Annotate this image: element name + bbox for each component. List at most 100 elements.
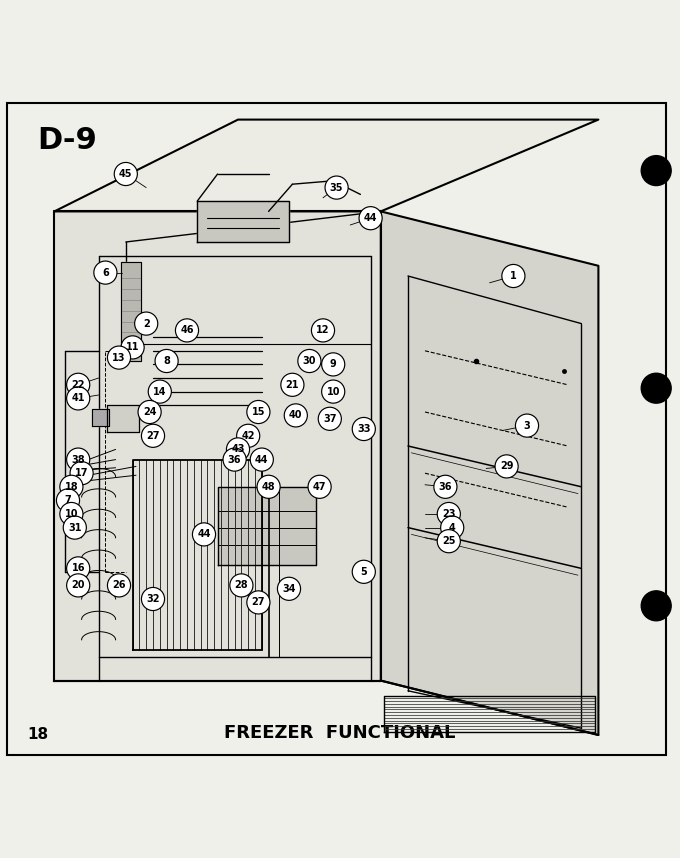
Circle shape <box>322 380 345 403</box>
Text: 2: 2 <box>143 318 150 329</box>
Text: 1: 1 <box>510 271 517 281</box>
Text: 26: 26 <box>112 580 126 590</box>
Text: 6: 6 <box>102 268 109 278</box>
Text: 47: 47 <box>313 482 326 492</box>
Text: 10: 10 <box>326 387 340 396</box>
Circle shape <box>114 162 137 185</box>
Text: 11: 11 <box>126 342 139 353</box>
Text: 33: 33 <box>357 424 371 434</box>
Text: 24: 24 <box>143 407 156 417</box>
Circle shape <box>284 404 307 427</box>
Circle shape <box>281 373 304 396</box>
Text: 30: 30 <box>303 356 316 366</box>
Polygon shape <box>54 119 598 211</box>
Text: 44: 44 <box>255 455 269 464</box>
Circle shape <box>226 438 250 461</box>
Text: 46: 46 <box>180 325 194 335</box>
Circle shape <box>60 503 83 526</box>
Polygon shape <box>218 486 316 565</box>
Text: 15: 15 <box>252 407 265 417</box>
Text: 12: 12 <box>316 325 330 335</box>
Text: 20: 20 <box>71 580 85 590</box>
Text: 44: 44 <box>364 213 377 223</box>
Text: 3: 3 <box>524 420 530 431</box>
Circle shape <box>247 401 270 424</box>
Text: 27: 27 <box>252 597 265 607</box>
Text: 41: 41 <box>71 394 85 403</box>
Text: 10: 10 <box>65 509 78 519</box>
Circle shape <box>141 588 165 611</box>
Circle shape <box>192 523 216 546</box>
Circle shape <box>352 560 375 583</box>
Circle shape <box>107 346 131 369</box>
Text: 36: 36 <box>439 482 452 492</box>
Circle shape <box>247 591 270 614</box>
Circle shape <box>495 455 518 478</box>
Text: 45: 45 <box>119 169 133 179</box>
Polygon shape <box>107 405 139 432</box>
Circle shape <box>257 475 280 498</box>
Text: 8: 8 <box>163 356 170 366</box>
Text: 13: 13 <box>112 353 126 363</box>
Text: 43: 43 <box>231 444 245 455</box>
Text: 9: 9 <box>330 360 337 370</box>
Circle shape <box>515 414 539 438</box>
Text: 25: 25 <box>442 536 456 547</box>
Circle shape <box>223 448 246 471</box>
Circle shape <box>237 424 260 447</box>
Circle shape <box>67 373 90 396</box>
Circle shape <box>230 574 253 597</box>
Circle shape <box>60 475 83 498</box>
Circle shape <box>67 448 90 471</box>
Text: 23: 23 <box>442 509 456 519</box>
Text: 18: 18 <box>27 727 48 742</box>
Circle shape <box>311 319 335 342</box>
Circle shape <box>359 207 382 230</box>
Circle shape <box>641 373 671 403</box>
Circle shape <box>641 591 671 620</box>
Text: 38: 38 <box>71 455 85 464</box>
Circle shape <box>308 475 331 498</box>
Text: 21: 21 <box>286 380 299 390</box>
Text: 37: 37 <box>323 414 337 424</box>
Circle shape <box>135 312 158 335</box>
Text: 4: 4 <box>449 523 456 533</box>
Circle shape <box>67 557 90 580</box>
Text: 32: 32 <box>146 594 160 604</box>
Circle shape <box>138 401 161 424</box>
Text: 40: 40 <box>289 410 303 420</box>
Circle shape <box>175 319 199 342</box>
Text: 31: 31 <box>68 523 82 533</box>
Circle shape <box>322 353 345 376</box>
Polygon shape <box>54 211 381 680</box>
Circle shape <box>56 489 80 512</box>
Circle shape <box>70 462 93 485</box>
Circle shape <box>107 574 131 597</box>
Text: 28: 28 <box>235 580 248 590</box>
Text: 29: 29 <box>500 462 513 471</box>
Text: 14: 14 <box>153 387 167 396</box>
Text: 44: 44 <box>197 529 211 540</box>
Circle shape <box>121 335 144 359</box>
Circle shape <box>148 380 171 403</box>
Circle shape <box>437 529 460 553</box>
Circle shape <box>67 574 90 597</box>
Circle shape <box>437 503 460 526</box>
Text: 27: 27 <box>146 431 160 441</box>
Text: 7: 7 <box>65 495 71 505</box>
Polygon shape <box>92 408 109 426</box>
Text: 5: 5 <box>360 567 367 577</box>
Text: 17: 17 <box>75 468 88 478</box>
Text: FREEZER  FUNCTIONAL: FREEZER FUNCTIONAL <box>224 724 456 742</box>
Polygon shape <box>121 263 141 361</box>
Circle shape <box>641 155 671 185</box>
Circle shape <box>155 349 178 372</box>
Text: 34: 34 <box>282 583 296 594</box>
Circle shape <box>434 475 457 498</box>
Text: 42: 42 <box>241 431 255 441</box>
Circle shape <box>94 261 117 284</box>
Circle shape <box>250 448 273 471</box>
Circle shape <box>325 176 348 199</box>
Text: 16: 16 <box>71 564 85 573</box>
Text: 22: 22 <box>71 380 85 390</box>
